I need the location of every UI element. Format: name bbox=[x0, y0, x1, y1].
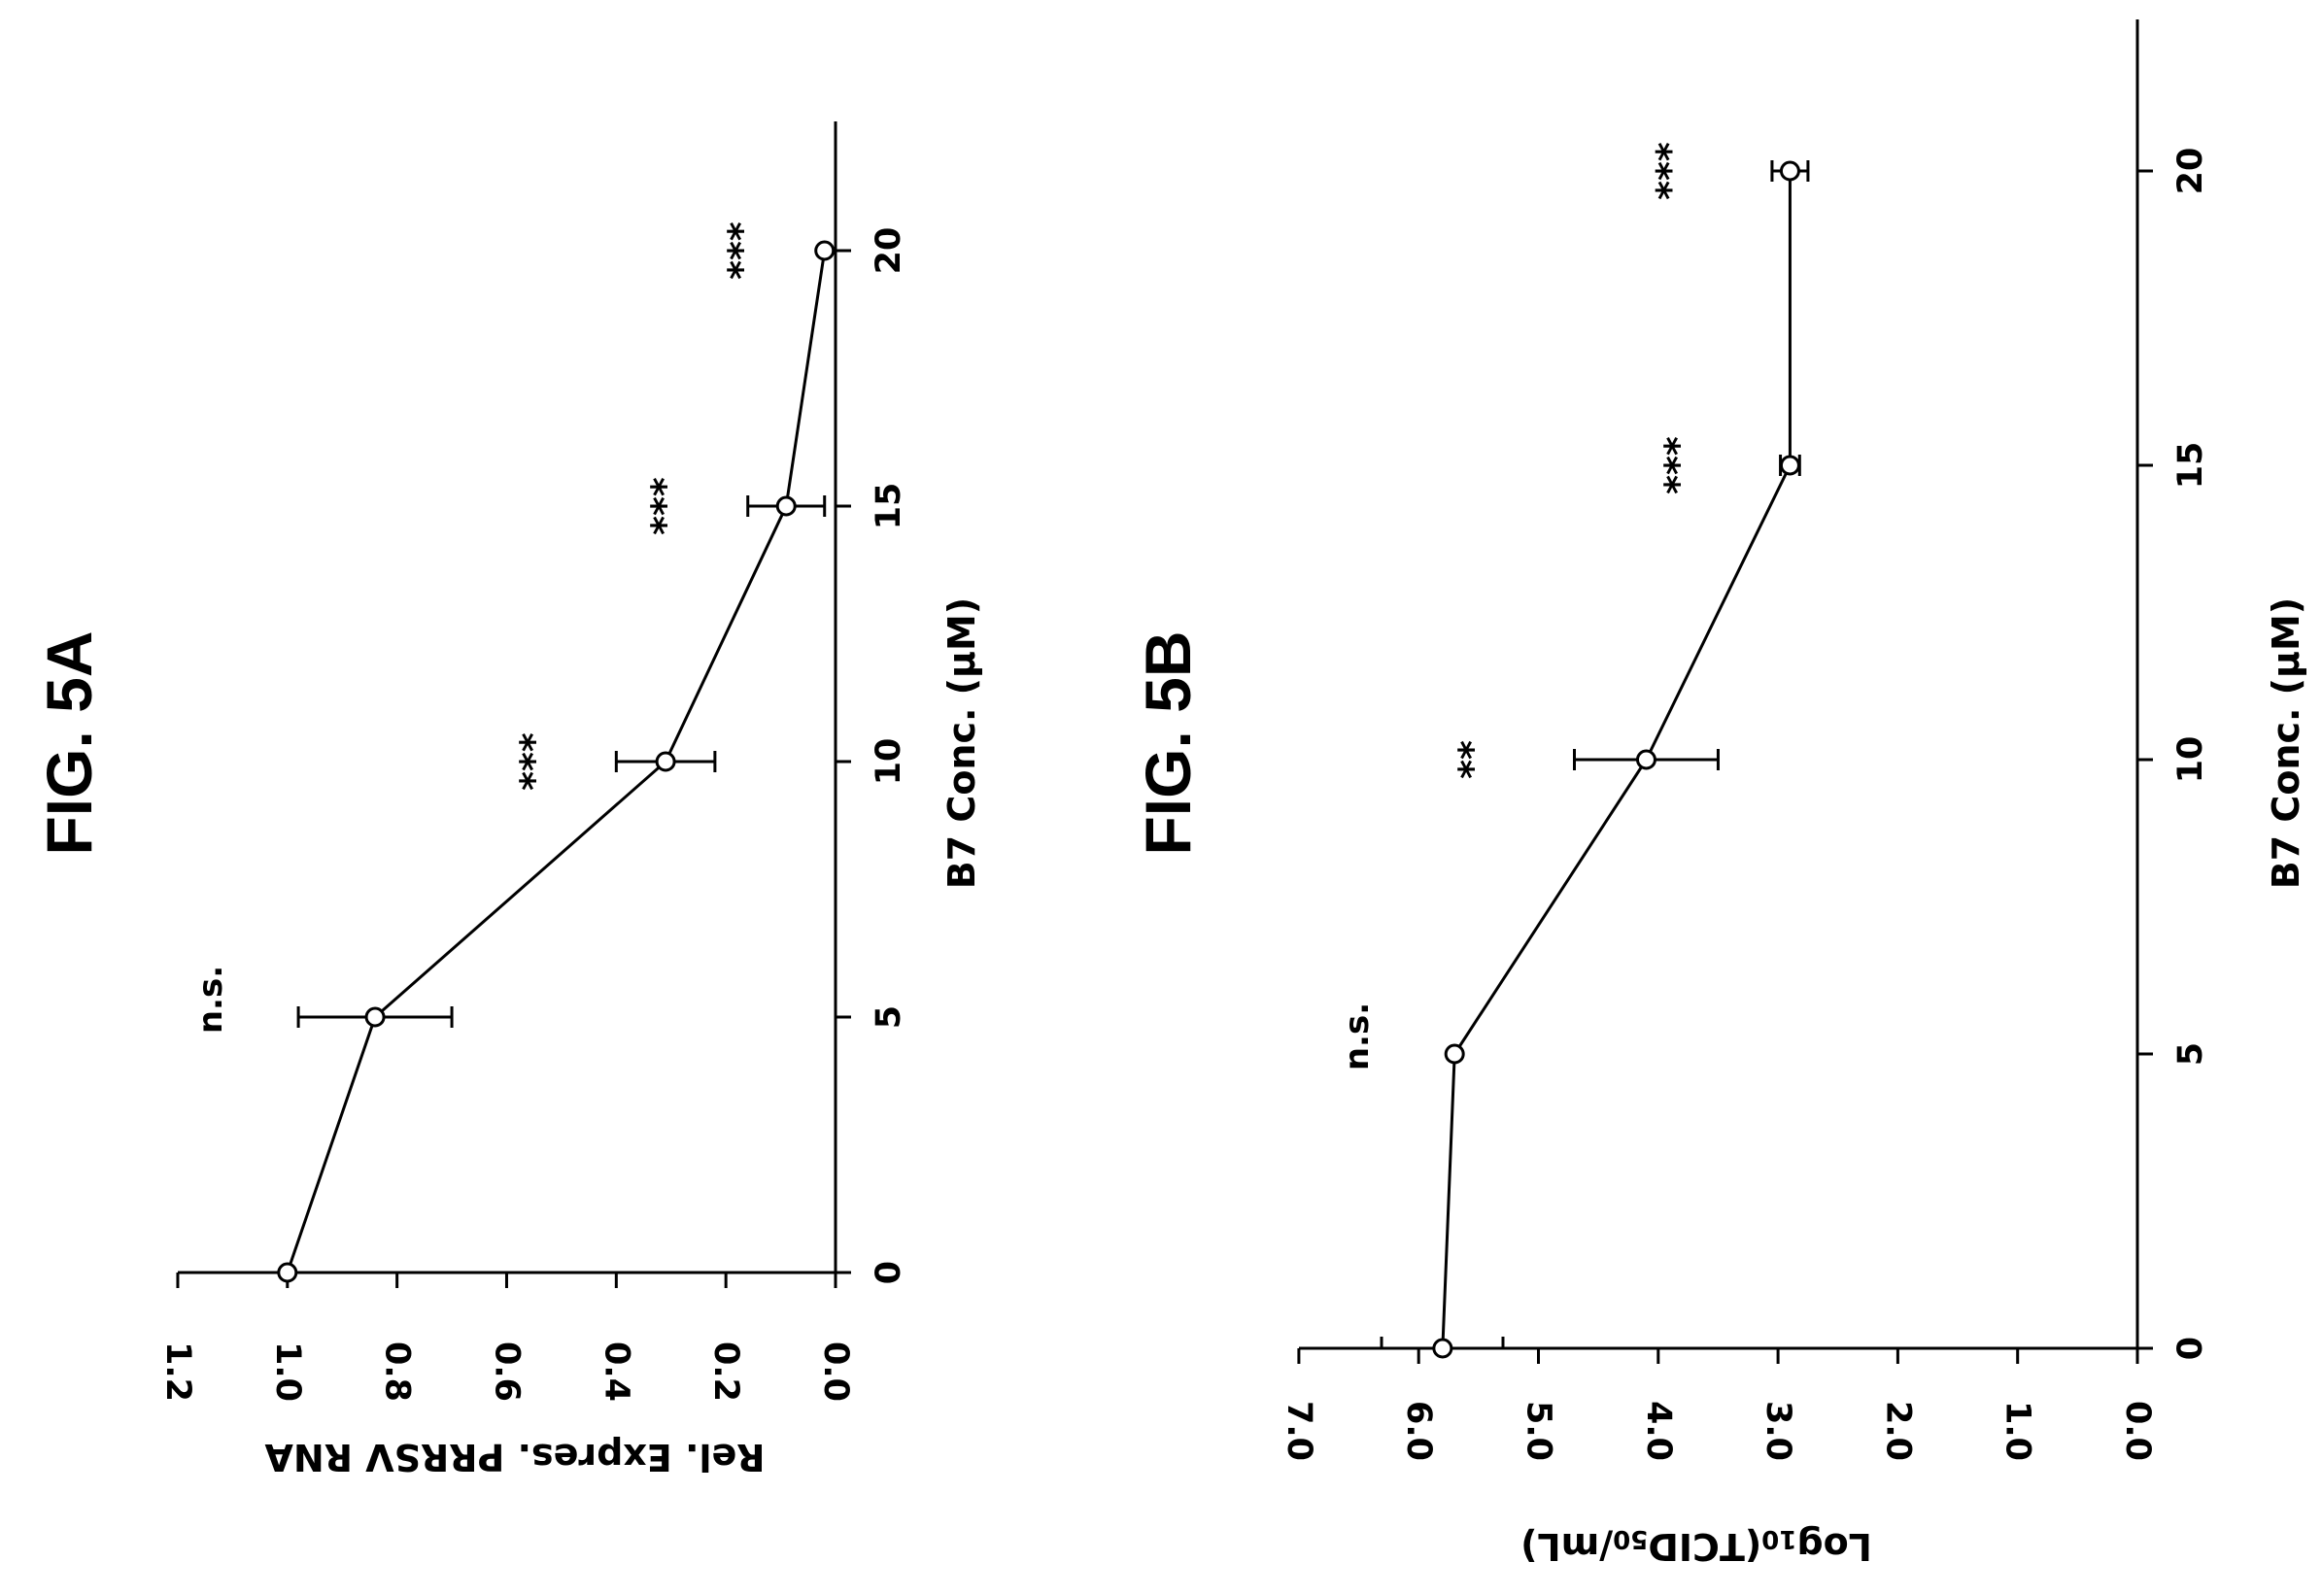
significance-label: n.s. bbox=[1338, 1002, 1377, 1070]
y-tick-label: 2.0 bbox=[1878, 1401, 1917, 1461]
figure-title: FIG. 5B bbox=[1132, 630, 1204, 855]
x-tick-label: 5 bbox=[870, 1005, 908, 1029]
series-line bbox=[286, 250, 827, 1273]
significance-label: *** bbox=[1657, 436, 1700, 494]
y-tick-label: 5.0 bbox=[1520, 1401, 1558, 1461]
significance-label: *** bbox=[644, 477, 687, 535]
y-tick-label: 0.0 bbox=[2118, 1401, 2157, 1461]
data-point bbox=[364, 1006, 386, 1028]
y-axis-title: Log10(TCID50/mL) bbox=[1520, 1524, 1872, 1568]
data-point bbox=[775, 495, 797, 517]
x-tick-label: 15 bbox=[2171, 442, 2210, 490]
y-tick-label: 0.2 bbox=[706, 1341, 745, 1402]
y-tick-label: 6.0 bbox=[1399, 1401, 1438, 1461]
y-tick-label: 0.4 bbox=[597, 1341, 635, 1402]
y-tick-label: 0.6 bbox=[487, 1341, 526, 1402]
x-tick-label: 10 bbox=[2171, 736, 2210, 784]
y-axis-title-part: Log bbox=[1796, 1525, 1872, 1568]
y-tick-label: 3.0 bbox=[1759, 1401, 1797, 1461]
data-point bbox=[277, 1262, 298, 1283]
y-tick-label: 4.0 bbox=[1639, 1401, 1678, 1461]
significance-label: *** bbox=[721, 221, 764, 280]
y-tick-label: 0.0 bbox=[816, 1341, 855, 1402]
x-tick-label: 5 bbox=[2171, 1042, 2210, 1066]
data-point bbox=[1444, 1043, 1465, 1065]
data-point bbox=[1635, 749, 1656, 770]
significance-label: n.s. bbox=[191, 966, 230, 1034]
x-axis-title: B7 Conc. (μM) bbox=[940, 597, 983, 889]
data-point bbox=[1432, 1338, 1453, 1359]
y-axis-title: Rel. Expres. PRRSV RNA bbox=[264, 1436, 766, 1478]
y-tick-label: 1.2 bbox=[158, 1341, 197, 1402]
y-tick-label: 1.0 bbox=[1998, 1401, 2037, 1461]
y-axis-title-part: /mL) bbox=[1520, 1525, 1613, 1568]
x-tick-label: 0 bbox=[2171, 1337, 2210, 1360]
significance-label: ** bbox=[1451, 740, 1493, 779]
data-point bbox=[1779, 455, 1800, 476]
y-tick-label: 1.0 bbox=[268, 1341, 307, 1402]
data-point bbox=[655, 751, 676, 772]
chart-fig-5b: FIG. 5B 0 5 10 15 20 B7 Conc. (μM) 0.0 1.0 2.0 3.0… bbox=[1132, 19, 2307, 1568]
y-axis-title-subscript: 50 bbox=[1613, 1524, 1648, 1553]
chart-fig-5a: FIG. 5A 0 5 10 15 20 B7 Conc. (μM) 0.0 0.2 0.4 0.6… bbox=[33, 121, 983, 1478]
x-tick-label: 10 bbox=[870, 738, 908, 786]
x-tick-label: 15 bbox=[870, 483, 908, 530]
x-tick-label: 0 bbox=[870, 1261, 908, 1284]
x-axis-title: B7 Conc. (μM) bbox=[2265, 597, 2307, 889]
significance-label: *** bbox=[512, 732, 555, 791]
data-point bbox=[814, 240, 836, 261]
data-point bbox=[1779, 160, 1800, 182]
y-axis-title-subscript: 10 bbox=[1761, 1524, 1796, 1553]
y-tick-label: 7.0 bbox=[1280, 1401, 1318, 1461]
y-axis-title-part: (TCID bbox=[1648, 1525, 1761, 1568]
y-tick-label: 0.8 bbox=[378, 1341, 417, 1402]
x-tick-label: 20 bbox=[2171, 148, 2210, 195]
figure-title: FIG. 5A bbox=[33, 630, 105, 855]
significance-label: *** bbox=[1649, 142, 1691, 200]
x-tick-label: 20 bbox=[870, 227, 908, 275]
